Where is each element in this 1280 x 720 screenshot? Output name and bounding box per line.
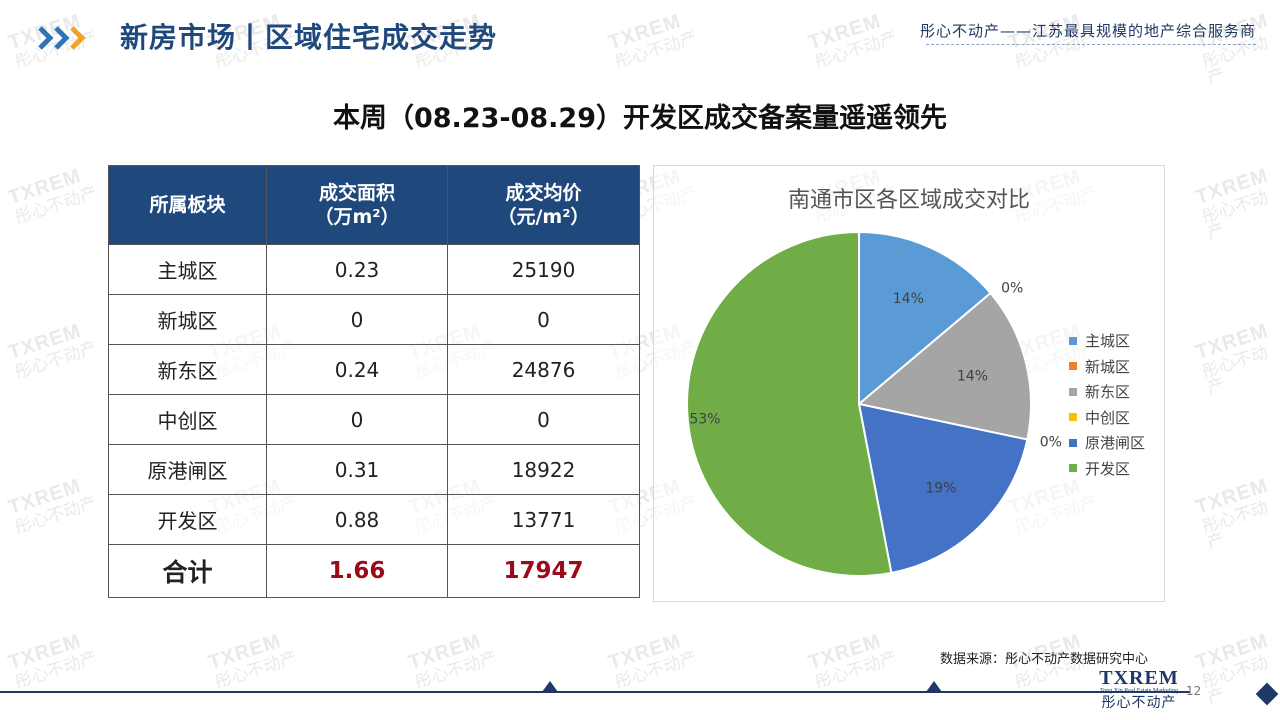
chart-legend: 主城区新城区新东区中创区原港闸区开发区 [1069, 328, 1145, 481]
pie-data-label: 19% [925, 480, 956, 496]
tagline-divider [926, 44, 1256, 45]
data-source-note: 数据来源：彤心不动产数据研究中心 [939, 652, 1148, 667]
pie-data-label: 53% [689, 412, 720, 428]
logo-wordmark: TXREM [1099, 667, 1179, 689]
cell-area: 0 [266, 394, 448, 445]
chart-title: 南通市区各区域成交对比 [787, 188, 1030, 213]
cell-district: 原港闸区 [108, 444, 267, 495]
cell-price: 25190 [447, 244, 640, 295]
legend-item: 开发区 [1069, 456, 1145, 482]
table-row: 开发区 0.88 13771 [108, 494, 640, 545]
total-area: 1.66 [266, 544, 448, 598]
cell-area: 0.88 [266, 494, 448, 545]
cell-area: 0.31 [266, 444, 448, 495]
table-row: 主城区 0.23 25190 [108, 244, 640, 295]
pie-chart-canvas: 14% 0% 14% 0% 19% 53% [686, 230, 1062, 577]
legend-item: 新东区 [1069, 379, 1145, 405]
slide-header: 新房市场丨区域住宅成交走势 彤心不动产——江苏最具规模的地产综合服务商 [0, 0, 1280, 80]
total-label: 合计 [108, 544, 267, 598]
cell-district: 中创区 [108, 394, 267, 445]
page-number: 12 [1186, 684, 1202, 698]
legend-swatch [1069, 362, 1077, 371]
legend-swatch [1069, 387, 1077, 396]
district-sales-table: 所属板块 成交面积 （万m²） 成交均价 （元/m²） 主城区 0.23 251… [108, 165, 640, 598]
legend-item: 主城区 [1069, 328, 1145, 354]
cell-price: 0 [447, 294, 640, 345]
logo-subtext: Tong Xin Real Estate Marketing [1100, 688, 1178, 694]
footer-corner-marker [1255, 682, 1279, 706]
header-price: 成交均价 （元/m²） [447, 165, 640, 245]
legend-label: 主城区 [1085, 332, 1131, 351]
footer-triangle-marker [926, 681, 942, 692]
pie-slice-1 [858, 230, 992, 407]
footer-triangle-marker [542, 681, 558, 692]
header-area: 成交面积 （万m²） [266, 165, 448, 245]
legend-label: 新东区 [1085, 383, 1131, 402]
pie-slice-3 [856, 291, 1032, 441]
table-total-row: 合计 1.66 17947 [108, 544, 640, 598]
table-row: 新东区 0.24 24876 [108, 344, 640, 395]
pie-slice-6 [686, 230, 893, 577]
chevron-arrows-icon [38, 26, 86, 50]
cell-area: 0.24 [266, 344, 448, 395]
pie-chart: 南通市区各区域成交对比 14% 0% 14% 0% 19% 53% 主城区新城区新东区中创… [653, 165, 1165, 602]
legend-swatch [1069, 413, 1077, 422]
legend-item: 中创区 [1069, 405, 1145, 431]
cell-district: 主城区 [108, 244, 267, 295]
header-price-unit: （元/m²） [497, 206, 590, 228]
pie-data-label: 14% [893, 291, 924, 307]
legend-label: 中创区 [1085, 408, 1131, 427]
cell-price: 24876 [447, 344, 640, 395]
pie-data-label: 0% [1001, 281, 1023, 297]
legend-item: 新城区 [1069, 354, 1145, 380]
pie-slice-5 [857, 402, 1029, 575]
legend-item: 原港闸区 [1069, 430, 1145, 456]
header-district: 所属板块 [108, 165, 267, 245]
header-area-unit: （万m²） [314, 206, 400, 228]
header-price-label: 成交均价 [505, 182, 582, 204]
cell-price: 18922 [447, 444, 640, 495]
table-row: 新城区 0 0 [108, 294, 640, 345]
table-row: 中创区 0 0 [108, 394, 640, 445]
logo-chinese-name: 彤心不动产 [1101, 695, 1177, 711]
pie-data-label: 14% [957, 369, 988, 385]
header-area-label: 成交面积 [318, 182, 395, 204]
company-tagline: 彤心不动产——江苏最具规模的地产综合服务商 [919, 22, 1256, 40]
cell-district: 新东区 [108, 344, 267, 395]
cell-district: 开发区 [108, 494, 267, 545]
cell-area: 0 [266, 294, 448, 345]
legend-swatch [1069, 464, 1077, 473]
legend-swatch [1069, 438, 1077, 447]
table-header-row: 所属板块 成交面积 （万m²） 成交均价 （元/m²） [108, 165, 640, 245]
total-price: 17947 [447, 544, 640, 598]
pie-data-label: 0% [1040, 434, 1062, 450]
legend-label: 新城区 [1085, 357, 1131, 376]
legend-swatch [1069, 336, 1077, 345]
legend-label: 原港闸区 [1085, 434, 1146, 453]
cell-price: 13771 [447, 494, 640, 545]
slide-headline: 本周（08.23-08.29）开发区成交备案量遥遥领先 [332, 103, 947, 134]
cell-district: 新城区 [108, 294, 267, 345]
cell-area: 0.23 [266, 244, 448, 295]
table-row: 原港闸区 0.31 18922 [108, 444, 640, 495]
page-title: 新房市场丨区域住宅成交走势 [120, 21, 498, 54]
cell-price: 0 [447, 394, 640, 445]
footer-rule [0, 691, 1190, 693]
legend-label: 开发区 [1085, 459, 1131, 478]
company-logo: TXREM Tong Xin Real Estate Marketing 彤心不… [1093, 668, 1185, 711]
